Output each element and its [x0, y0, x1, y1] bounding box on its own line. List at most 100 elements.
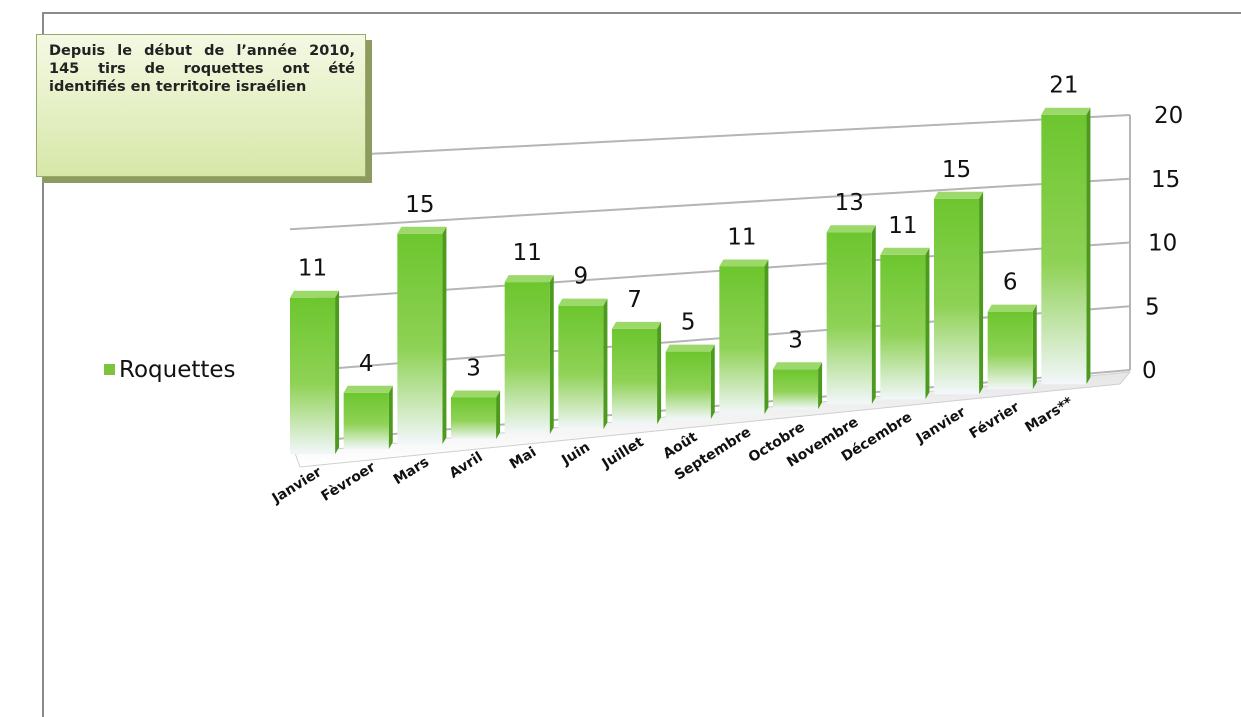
- bar-top: [451, 390, 501, 398]
- bar-side: [335, 290, 340, 455]
- category-label: Mars: [391, 454, 432, 488]
- bar-top: [397, 226, 447, 234]
- value-label: 7: [627, 287, 642, 313]
- value-label: 3: [788, 327, 803, 353]
- bar: [987, 304, 1037, 390]
- bar: [397, 226, 447, 445]
- frame-left-border: [42, 12, 44, 717]
- category-label: Avril: [447, 449, 486, 482]
- bar-top: [343, 385, 393, 393]
- bar: [290, 290, 340, 455]
- bar-side: [871, 225, 876, 405]
- bar-top: [880, 247, 930, 255]
- value-label: 21: [1049, 73, 1078, 99]
- bar-front: [826, 232, 872, 405]
- bar-side: [603, 298, 608, 430]
- category-label: Janvier: [269, 464, 325, 507]
- y-tick-label: 0: [1142, 358, 1157, 384]
- bar: [343, 385, 393, 450]
- bar: [504, 275, 554, 435]
- bar-top: [773, 362, 823, 370]
- bar-top: [665, 344, 715, 352]
- bar: [451, 390, 501, 440]
- bar-front: [290, 297, 336, 455]
- value-labels: 11 4 15 3 11 9 7 5 11 3 13 11 15 6 21: [298, 73, 1079, 382]
- category-label: Juin: [558, 439, 593, 469]
- legend-swatch: [104, 364, 115, 375]
- bar-side: [764, 259, 769, 415]
- bars-group: [290, 107, 1091, 455]
- bar-top: [826, 225, 876, 233]
- bar-side: [442, 226, 447, 445]
- y-tick-label: 15: [1151, 167, 1180, 193]
- frame-top-border: [42, 12, 1241, 14]
- bar-top: [987, 304, 1037, 312]
- value-label: 11: [727, 225, 756, 251]
- bar-front: [558, 305, 604, 430]
- bar-front: [504, 282, 550, 435]
- bar-front: [773, 369, 819, 410]
- bar-top: [290, 290, 340, 298]
- bar: [558, 298, 608, 430]
- bar-front: [397, 233, 443, 445]
- bar-front: [343, 392, 389, 450]
- value-label: 5: [681, 310, 696, 336]
- value-label: 9: [574, 264, 589, 290]
- value-label: 15: [942, 157, 971, 183]
- bar-front: [1041, 114, 1087, 385]
- value-label: 11: [513, 240, 542, 266]
- category-label: Mars**: [1022, 394, 1076, 436]
- category-label: Juillet: [599, 434, 647, 473]
- bar-top: [558, 298, 608, 306]
- bar-top: [719, 259, 769, 267]
- bar-side: [549, 275, 554, 435]
- bar-side: [818, 362, 823, 410]
- legend-label: Roquettes: [119, 357, 236, 383]
- bar-side: [979, 191, 984, 395]
- bar-side: [496, 390, 501, 440]
- bar-front: [612, 328, 658, 425]
- bar: [826, 225, 876, 405]
- bar-side: [925, 247, 930, 400]
- bar-top: [934, 191, 984, 199]
- y-tick-label: 10: [1148, 231, 1177, 257]
- bar: [719, 259, 769, 415]
- category-label: Janvier: [913, 404, 969, 447]
- value-label: 3: [466, 355, 481, 381]
- value-label: 6: [1003, 270, 1018, 296]
- bar-front: [934, 198, 980, 395]
- value-label: 15: [405, 192, 434, 218]
- category-label: Fèvroer: [319, 459, 379, 505]
- bar-side: [710, 344, 715, 420]
- bar: [934, 191, 984, 395]
- bar-front: [665, 351, 711, 420]
- y-tick-label: 5: [1145, 294, 1160, 320]
- category-label: Mai: [507, 444, 539, 473]
- bar-front: [451, 397, 497, 440]
- bar: [880, 247, 930, 400]
- bar-side: [388, 385, 393, 450]
- gridline: [289, 177, 1131, 231]
- category-label: Février: [967, 399, 1023, 442]
- bar-top: [1041, 107, 1091, 115]
- y-axis-ticks: 0 5 10 15 20: [1142, 103, 1183, 384]
- bar-front: [719, 266, 765, 415]
- bar-front: [880, 254, 926, 400]
- value-label: 4: [359, 351, 374, 377]
- bar-front: [987, 311, 1033, 390]
- bar-top: [504, 275, 554, 283]
- value-label: 11: [298, 256, 327, 282]
- bar: [612, 321, 662, 425]
- gridline: [289, 114, 1131, 159]
- value-label: 11: [888, 213, 917, 239]
- annotation-box: Depuis le début de l’année 2010, 145 tir…: [36, 34, 366, 177]
- bar-top: [612, 321, 662, 329]
- bar: [665, 344, 715, 420]
- bar: [1041, 107, 1091, 385]
- bar: [773, 362, 823, 410]
- bar-side: [657, 321, 662, 425]
- value-label: 13: [835, 190, 864, 216]
- y-tick-label: 20: [1154, 103, 1183, 129]
- bar-side: [1086, 107, 1091, 385]
